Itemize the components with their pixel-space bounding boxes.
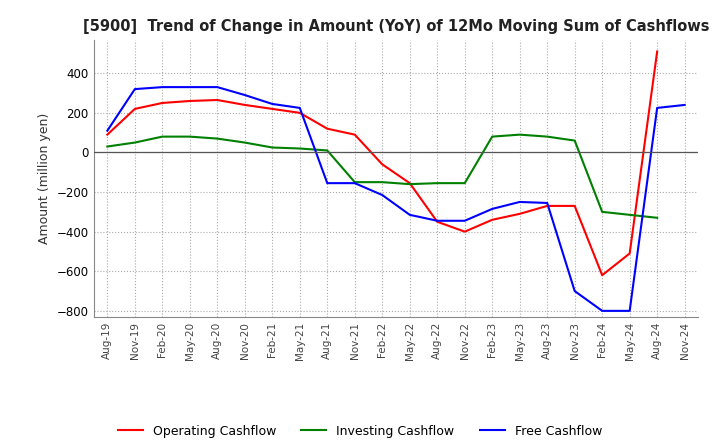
Free Cashflow (378, 192, 387, 198)
Line: Investing Cashflow: Investing Cashflow (107, 135, 657, 218)
Operating Cashflow (130, 106, 139, 111)
Investing Cashflow (570, 138, 579, 143)
Investing Cashflow (103, 144, 112, 149)
Free Cashflow (103, 128, 112, 133)
Investing Cashflow (158, 134, 166, 139)
Investing Cashflow (598, 209, 606, 214)
Investing Cashflow (186, 134, 194, 139)
Investing Cashflow (378, 180, 387, 185)
Free Cashflow (295, 105, 304, 110)
Free Cashflow (240, 92, 249, 98)
Operating Cashflow (323, 126, 332, 131)
Title: [5900]  Trend of Change in Amount (YoY) of 12Mo Moving Sum of Cashflows: [5900] Trend of Change in Amount (YoY) o… (83, 19, 709, 34)
Free Cashflow (543, 200, 552, 205)
Operating Cashflow (570, 203, 579, 209)
Free Cashflow (570, 288, 579, 293)
Free Cashflow (516, 199, 524, 205)
Operating Cashflow (351, 132, 359, 137)
Operating Cashflow (268, 106, 276, 111)
Investing Cashflow (295, 146, 304, 151)
Free Cashflow (323, 180, 332, 186)
Operating Cashflow (213, 97, 222, 103)
Free Cashflow (213, 84, 222, 90)
Y-axis label: Amount (million yen): Amount (million yen) (38, 113, 51, 244)
Operating Cashflow (405, 180, 414, 186)
Investing Cashflow (130, 140, 139, 145)
Free Cashflow (680, 102, 689, 107)
Free Cashflow (351, 180, 359, 186)
Free Cashflow (433, 218, 441, 224)
Free Cashflow (158, 84, 166, 90)
Operating Cashflow (516, 211, 524, 216)
Investing Cashflow (323, 148, 332, 153)
Investing Cashflow (653, 215, 662, 220)
Operating Cashflow (543, 203, 552, 209)
Free Cashflow (268, 101, 276, 106)
Operating Cashflow (598, 272, 606, 278)
Operating Cashflow (460, 229, 469, 234)
Line: Operating Cashflow: Operating Cashflow (107, 51, 657, 275)
Line: Free Cashflow: Free Cashflow (107, 87, 685, 311)
Operating Cashflow (103, 132, 112, 137)
Investing Cashflow (351, 180, 359, 185)
Free Cashflow (626, 308, 634, 313)
Investing Cashflow (460, 180, 469, 186)
Investing Cashflow (433, 180, 441, 186)
Operating Cashflow (186, 98, 194, 103)
Free Cashflow (653, 105, 662, 110)
Legend: Operating Cashflow, Investing Cashflow, Free Cashflow: Operating Cashflow, Investing Cashflow, … (113, 420, 607, 440)
Investing Cashflow (543, 134, 552, 139)
Free Cashflow (186, 84, 194, 90)
Investing Cashflow (405, 181, 414, 187)
Operating Cashflow (240, 102, 249, 107)
Free Cashflow (460, 218, 469, 224)
Investing Cashflow (268, 145, 276, 150)
Investing Cashflow (626, 212, 634, 217)
Operating Cashflow (158, 100, 166, 106)
Free Cashflow (488, 206, 497, 212)
Investing Cashflow (516, 132, 524, 137)
Investing Cashflow (488, 134, 497, 139)
Investing Cashflow (240, 140, 249, 145)
Investing Cashflow (213, 136, 222, 141)
Operating Cashflow (295, 110, 304, 115)
Operating Cashflow (653, 49, 662, 54)
Operating Cashflow (433, 219, 441, 224)
Free Cashflow (130, 86, 139, 92)
Free Cashflow (598, 308, 606, 313)
Operating Cashflow (626, 251, 634, 256)
Operating Cashflow (488, 217, 497, 222)
Free Cashflow (405, 212, 414, 217)
Operating Cashflow (378, 161, 387, 167)
